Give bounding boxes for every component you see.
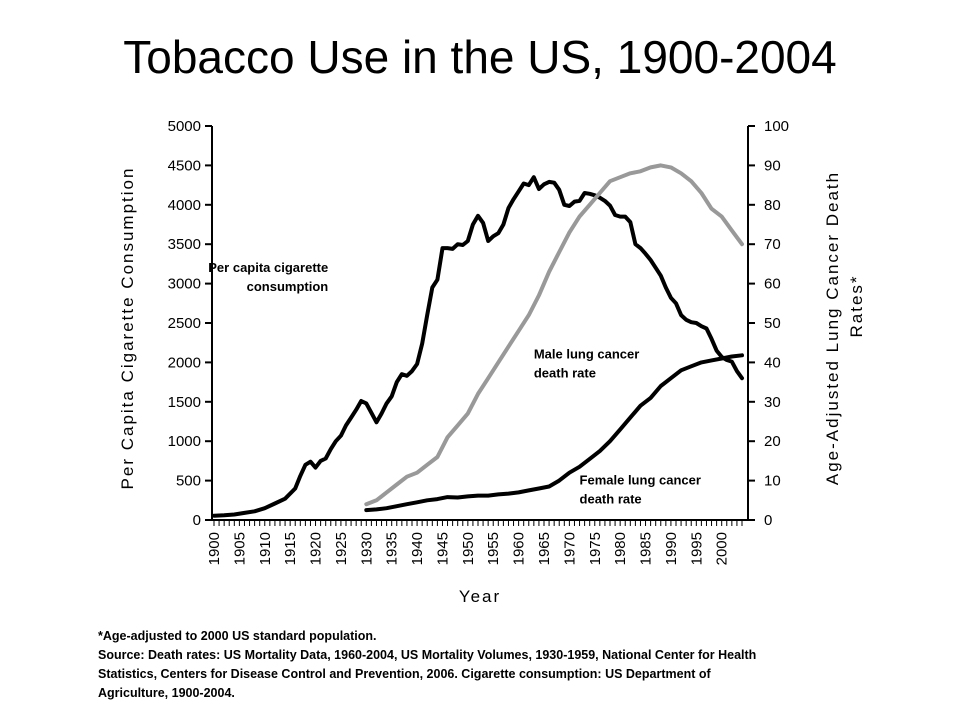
x-tick-label: 1920 <box>308 532 325 565</box>
x-tick-label: 1965 <box>536 532 553 565</box>
x-tick-label: 2000 <box>714 532 731 565</box>
x-tick-label: 1935 <box>384 532 401 565</box>
series-cigarette-consumption <box>212 175 744 518</box>
right-tick-label: 100 <box>764 118 789 135</box>
right-axis-title-line-1: Age-Adjusted Lung Cancer Death <box>823 171 842 485</box>
footnote-source-line-1: Source: Death rates: US Mortality Data, … <box>98 648 757 662</box>
x-tick-label: 1990 <box>663 532 680 565</box>
x-tick-label: 1970 <box>561 532 578 565</box>
left-tick-label: 5000 <box>168 118 201 135</box>
annotation-3-line-1: Female lung cancer <box>580 473 701 488</box>
right-tick-label: 20 <box>764 433 781 450</box>
x-tick-label: 1960 <box>511 532 528 565</box>
annotation-2-line-2: death rate <box>534 365 596 380</box>
left-axis-title: Per Capita Cigarette Consumption <box>118 167 137 490</box>
x-tick-label: 1910 <box>257 532 274 565</box>
x-tick-label: 1945 <box>434 532 451 565</box>
annotation-2-line-1: Male lung cancer <box>534 346 639 361</box>
annotation-1-line-2: consumption <box>247 279 329 294</box>
series-male-lung-cancer <box>364 163 744 507</box>
right-tick-label: 80 <box>764 197 781 214</box>
right-tick-label: 90 <box>764 157 781 174</box>
x-tick-label: 1995 <box>688 532 705 565</box>
left-tick-label: 4000 <box>168 197 201 214</box>
right-tick-label: 40 <box>764 354 781 371</box>
left-tick-label: 500 <box>176 473 201 490</box>
right-tick-label: 0 <box>764 512 772 529</box>
x-axis-title: Year <box>459 587 501 606</box>
x-tick-label: 1925 <box>333 532 350 565</box>
left-tick-label: 2000 <box>168 354 201 371</box>
right-tick-label: 50 <box>764 315 781 332</box>
left-tick-label: 2500 <box>168 315 201 332</box>
right-tick-label: 60 <box>764 276 781 293</box>
annotation-3-line-2: death rate <box>580 492 642 507</box>
x-tick-label: 1975 <box>587 532 604 565</box>
x-tick-label: 1985 <box>638 532 655 565</box>
left-tick-label: 0 <box>193 512 201 529</box>
left-tick-label: 3000 <box>168 276 201 293</box>
x-tick-label: 1905 <box>231 532 248 565</box>
x-tick-label: 1930 <box>358 532 375 565</box>
right-tick-label: 70 <box>764 236 781 253</box>
footnote-source-line-3: Agriculture, 1900-2004. <box>98 686 235 700</box>
x-tick-label: 1915 <box>282 532 299 565</box>
left-tick-label: 4500 <box>168 157 201 174</box>
x-tick-label: 1955 <box>485 532 502 565</box>
x-tick-label: 1950 <box>460 532 477 565</box>
left-tick-label: 3500 <box>168 236 201 253</box>
x-tick-label: 1940 <box>409 532 426 565</box>
chart-title: Tobacco Use in the US, 1900-2004 <box>123 31 837 83</box>
right-tick-label: 30 <box>764 394 781 411</box>
right-tick-label: 10 <box>764 473 781 490</box>
footnote: *Age-adjusted to 2000 US standard popula… <box>98 627 898 703</box>
x-tick-label: 1980 <box>612 532 629 565</box>
left-tick-label: 1000 <box>168 433 201 450</box>
annotation-1-line-1: Per capita cigarette <box>208 260 328 275</box>
x-tick-label: 1900 <box>206 532 223 565</box>
footnote-asterisk: *Age-adjusted to 2000 US standard popula… <box>98 629 377 643</box>
left-tick-label: 1500 <box>168 394 201 411</box>
right-axis-title-line-2: Rates* <box>847 274 866 337</box>
series-female-lung-cancer <box>364 353 744 513</box>
footnote-source-line-2: Statistics, Centers for Disease Control … <box>98 667 711 681</box>
